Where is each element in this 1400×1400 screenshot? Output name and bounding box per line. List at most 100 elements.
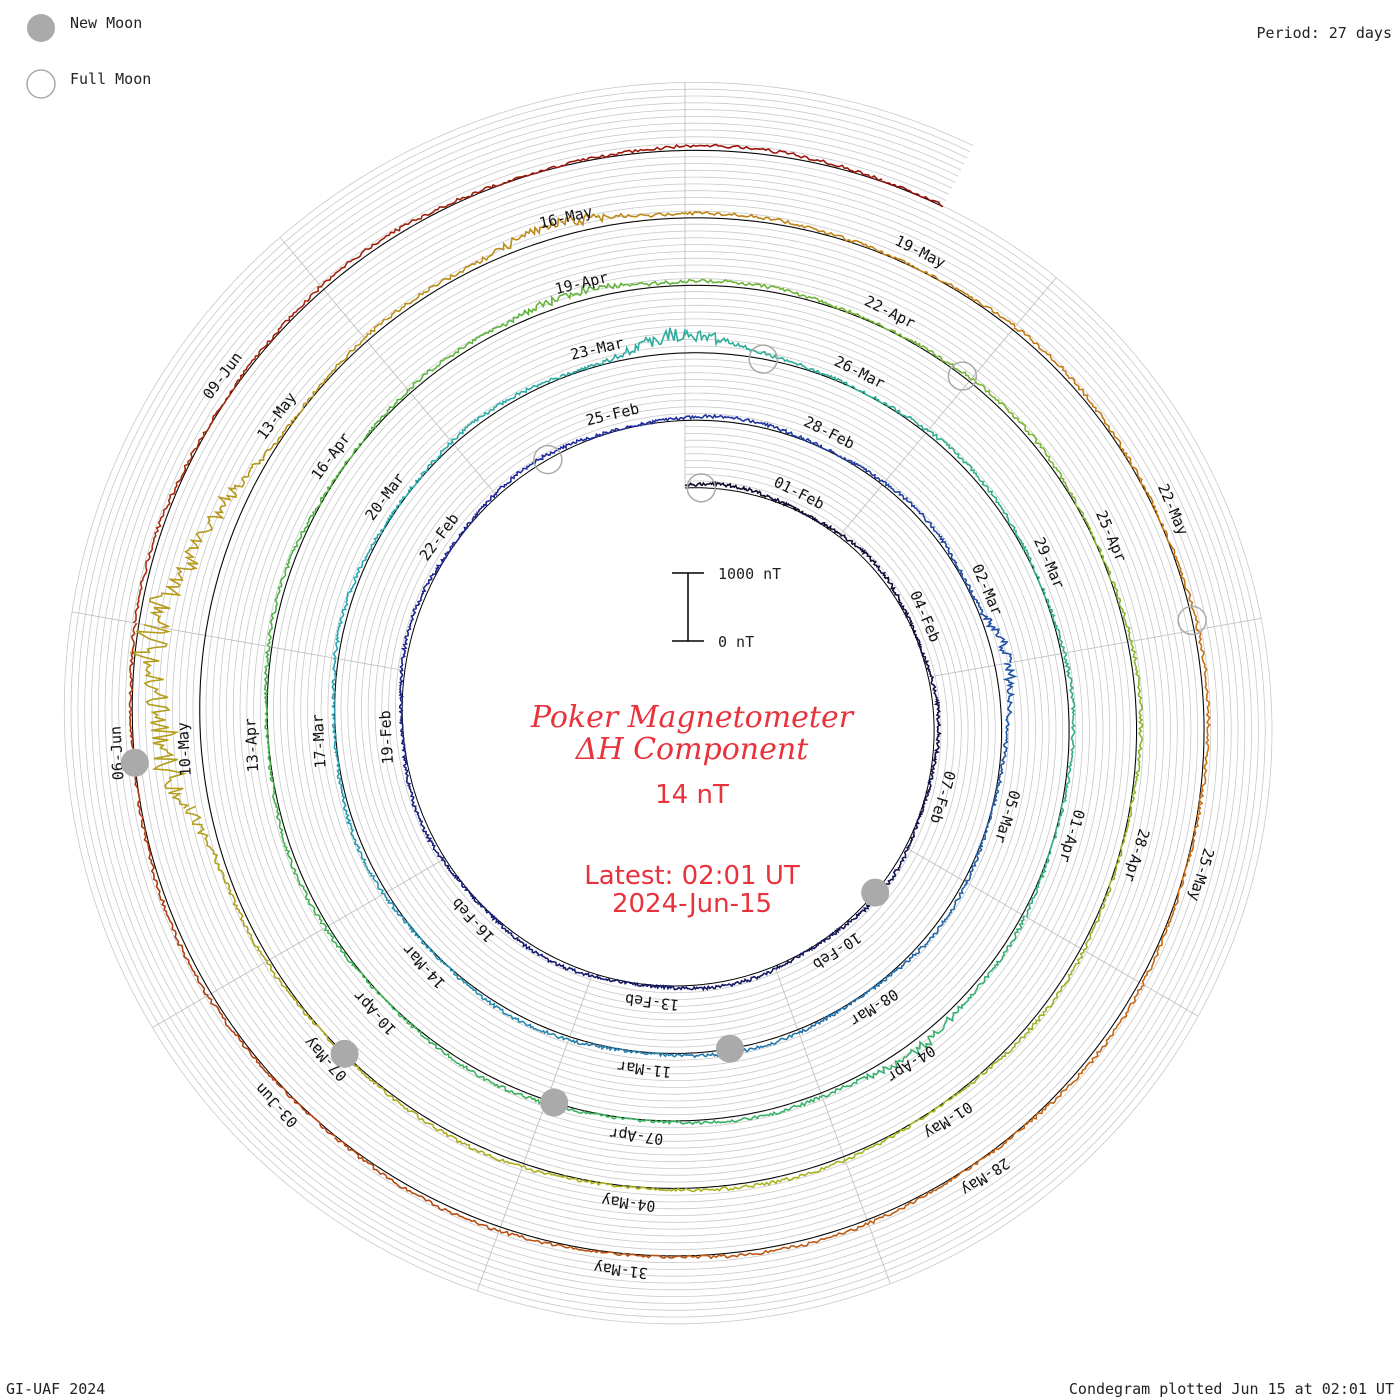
date-label: 16-Apr	[307, 429, 354, 483]
moon-markers	[120, 344, 1207, 1117]
period-label: Period: 27 days	[1257, 24, 1392, 42]
date-label: 16-Feb	[448, 894, 498, 946]
grid-spoke	[820, 1092, 845, 1158]
trace-segment	[812, 368, 929, 432]
date-label: 26-Mar	[831, 352, 887, 392]
trace-segment	[684, 1158, 846, 1193]
trace-segment	[266, 961, 379, 1087]
trace-segment	[964, 775, 1003, 884]
footer-credit: GI-UAF 2024	[6, 1380, 105, 1398]
full-moon-marker	[748, 344, 778, 374]
trace-segment	[1024, 984, 1145, 1126]
trace-segment	[333, 540, 377, 659]
grid-spoke	[386, 858, 446, 893]
new-moon-marker	[540, 1088, 569, 1117]
date-label: 10-Apr	[350, 987, 400, 1039]
trace-segment	[522, 1164, 686, 1192]
grid-spoke	[279, 237, 325, 290]
trace-segment	[1083, 798, 1135, 951]
trace-segment	[844, 1072, 983, 1162]
trace-segment	[880, 180, 944, 208]
grid-spiral-7	[84, 102, 1252, 1304]
trace-segment	[867, 1124, 1026, 1225]
trace-segment	[798, 970, 896, 1034]
trace-segment	[263, 646, 276, 793]
trace-segment	[132, 439, 200, 624]
grid-spoke	[866, 1219, 891, 1284]
current-value: 14 nT	[655, 780, 729, 810]
trace-segment	[684, 480, 768, 499]
scale-bar: 1000 nT 0 nT	[672, 565, 781, 651]
trace-segment	[545, 1101, 686, 1126]
trace-segment	[495, 437, 585, 496]
trace-segment	[906, 763, 936, 849]
trace-segment	[535, 279, 686, 311]
trace-segment	[498, 1229, 686, 1259]
trace-segment	[970, 378, 1074, 498]
trace-segment	[684, 413, 790, 435]
grid-spoke	[323, 288, 368, 342]
trace-segment	[775, 918, 853, 971]
date-label: 02-Mar	[968, 561, 1006, 618]
trace-segment	[398, 669, 409, 770]
trace-segment	[266, 507, 318, 648]
date-label: 11-Mar	[616, 1057, 672, 1081]
trace-segment	[1141, 810, 1202, 986]
trace-segment	[684, 143, 883, 182]
new-moon-icon	[27, 14, 55, 42]
full-moon-marker	[533, 444, 563, 475]
trace-segment	[1130, 640, 1144, 800]
grid-spoke	[963, 880, 1023, 916]
chart-subtitle: ΔH Component	[575, 732, 809, 767]
date-label: 22-Apr	[862, 292, 918, 332]
grid-spoke	[1061, 641, 1129, 655]
trace-segment	[334, 1137, 500, 1232]
trace-segment	[140, 815, 209, 996]
grid-spoke	[774, 966, 799, 1031]
date-label: 29-Mar	[1030, 534, 1068, 591]
trace-segment	[206, 995, 337, 1137]
date-label: 13-Apr	[241, 718, 262, 773]
grid-spoke	[838, 484, 883, 537]
trace-segment	[858, 241, 1016, 328]
trace-segment	[316, 389, 409, 509]
full-moon-icon	[26, 69, 56, 99]
grid-spoke	[1022, 914, 1082, 950]
grid-spoke	[905, 846, 965, 882]
trace-segment	[897, 596, 933, 678]
grid-spiral-1	[125, 143, 1212, 1264]
trace-segment	[684, 278, 836, 309]
trace-segment	[1013, 327, 1132, 464]
chart-title: Poker Magnetometer	[530, 700, 855, 735]
trace-segment	[383, 893, 465, 984]
grid-spiral-5	[97, 116, 1239, 1291]
trace-segment	[582, 416, 686, 442]
new-moon-marker	[715, 1034, 744, 1063]
grid-spoke	[409, 392, 455, 445]
date-label: 19-Feb	[376, 710, 397, 765]
trace-segment	[185, 805, 269, 962]
new-moon-marker	[330, 1039, 359, 1068]
date-label: 22-May	[1154, 481, 1192, 538]
trace-segment	[507, 930, 593, 978]
grid-spoke	[843, 1156, 868, 1221]
grid-spiral-3	[111, 129, 1225, 1277]
date-label: 07-Apr	[608, 1124, 664, 1148]
trace-segment	[821, 1027, 945, 1098]
trace-segment	[373, 441, 453, 543]
grid-spoke	[1139, 981, 1199, 1017]
trace-segment	[432, 493, 496, 576]
grid-spoke	[523, 1099, 548, 1165]
date-label: 10-May	[174, 722, 195, 777]
trace-segment	[128, 622, 142, 817]
grid-spoke	[476, 1226, 501, 1292]
trace-segment	[198, 286, 322, 441]
trace-segment	[895, 882, 968, 972]
grid-spiral-6	[91, 109, 1246, 1297]
trace-segment	[1196, 629, 1211, 812]
grid-spoke	[366, 340, 411, 394]
trace-segment	[766, 494, 842, 536]
date-label: 25-Apr	[1092, 508, 1130, 565]
trace-segment	[377, 1085, 523, 1169]
